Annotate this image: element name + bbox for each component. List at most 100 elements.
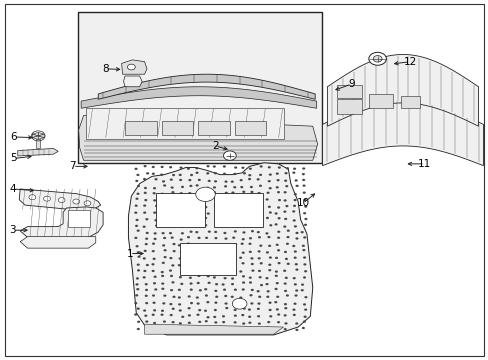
Circle shape <box>169 328 172 330</box>
Circle shape <box>224 255 227 257</box>
Circle shape <box>249 294 252 296</box>
Circle shape <box>239 302 242 305</box>
Circle shape <box>286 230 289 232</box>
Circle shape <box>274 270 277 273</box>
Circle shape <box>214 200 217 202</box>
Circle shape <box>169 314 172 316</box>
Bar <box>198 121 229 135</box>
Circle shape <box>213 309 216 311</box>
Polygon shape <box>20 207 103 237</box>
Circle shape <box>198 328 201 330</box>
Circle shape <box>248 243 251 245</box>
Circle shape <box>161 206 163 208</box>
Circle shape <box>223 277 226 279</box>
Circle shape <box>143 178 146 180</box>
Circle shape <box>213 316 216 318</box>
Circle shape <box>134 204 137 207</box>
Circle shape <box>283 225 285 228</box>
Circle shape <box>179 179 182 181</box>
Circle shape <box>145 264 148 266</box>
Circle shape <box>300 231 303 233</box>
Circle shape <box>240 243 243 245</box>
Circle shape <box>294 179 297 181</box>
Circle shape <box>197 245 200 247</box>
Circle shape <box>213 186 216 189</box>
Circle shape <box>275 186 278 188</box>
Circle shape <box>248 316 250 318</box>
Circle shape <box>187 307 190 309</box>
Circle shape <box>153 276 156 278</box>
Circle shape <box>145 320 148 323</box>
Circle shape <box>301 327 304 329</box>
Circle shape <box>243 172 245 174</box>
Circle shape <box>241 262 244 264</box>
Bar <box>336 85 361 98</box>
Circle shape <box>136 174 139 176</box>
Circle shape <box>189 289 192 291</box>
Circle shape <box>285 167 288 169</box>
Circle shape <box>215 263 218 265</box>
Circle shape <box>151 166 154 168</box>
Circle shape <box>196 282 199 284</box>
Text: 7: 7 <box>69 161 76 171</box>
Circle shape <box>161 232 164 234</box>
Circle shape <box>258 276 261 278</box>
Circle shape <box>294 263 297 265</box>
Circle shape <box>286 236 289 238</box>
Circle shape <box>304 309 306 311</box>
Circle shape <box>172 250 175 252</box>
Circle shape <box>29 195 36 200</box>
Bar <box>125 121 157 135</box>
Circle shape <box>154 178 157 180</box>
Circle shape <box>161 283 164 285</box>
Circle shape <box>143 204 146 207</box>
Circle shape <box>292 210 295 212</box>
Circle shape <box>285 243 288 245</box>
Polygon shape <box>98 74 315 99</box>
Circle shape <box>259 262 262 264</box>
Circle shape <box>189 262 192 264</box>
Circle shape <box>368 52 386 65</box>
Circle shape <box>135 219 138 221</box>
Circle shape <box>250 302 253 305</box>
Circle shape <box>145 238 148 240</box>
Circle shape <box>160 211 163 213</box>
Circle shape <box>284 307 286 309</box>
Circle shape <box>145 289 148 291</box>
Circle shape <box>178 244 181 246</box>
Circle shape <box>178 296 181 298</box>
Circle shape <box>268 187 271 189</box>
Circle shape <box>136 277 139 279</box>
Circle shape <box>204 327 207 329</box>
Circle shape <box>204 206 207 208</box>
Circle shape <box>189 231 192 233</box>
Circle shape <box>301 173 304 175</box>
Circle shape <box>198 256 201 258</box>
Circle shape <box>224 295 227 297</box>
Circle shape <box>257 206 260 208</box>
Circle shape <box>303 199 306 201</box>
Circle shape <box>285 294 288 297</box>
Circle shape <box>223 173 225 175</box>
Circle shape <box>171 264 174 266</box>
Circle shape <box>295 329 298 331</box>
Circle shape <box>222 269 224 271</box>
Text: 4: 4 <box>10 184 16 194</box>
Circle shape <box>171 281 174 283</box>
Circle shape <box>230 181 233 183</box>
Circle shape <box>214 204 217 206</box>
Circle shape <box>153 309 156 311</box>
Circle shape <box>152 173 155 175</box>
Circle shape <box>142 226 145 228</box>
Polygon shape <box>38 134 44 138</box>
Circle shape <box>257 198 260 201</box>
Circle shape <box>304 218 307 220</box>
Circle shape <box>268 269 271 271</box>
Circle shape <box>43 196 50 201</box>
Circle shape <box>198 270 201 272</box>
Circle shape <box>303 303 305 306</box>
Polygon shape <box>86 108 283 139</box>
Circle shape <box>161 166 163 168</box>
Circle shape <box>242 323 244 325</box>
Circle shape <box>277 262 280 264</box>
